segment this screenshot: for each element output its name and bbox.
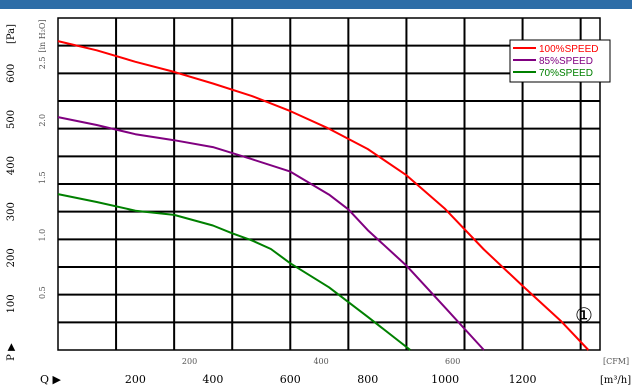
x-tick-label-cfm: 200 xyxy=(182,357,197,366)
y-unit-pa: [Pa] xyxy=(6,24,17,44)
y-tick-label-inh2o: 1.5 xyxy=(38,171,47,184)
x-tick-label-cfm: 400 xyxy=(313,357,328,366)
header-bar xyxy=(0,0,632,9)
y-tick-label-pa: 100 xyxy=(6,294,17,313)
legend-label: 100%SPEED xyxy=(539,44,598,55)
x-tick-label-m3h: 600 xyxy=(280,373,301,386)
y-tick-label-inh2o: 2.5 xyxy=(38,56,47,69)
y-tick-label-pa: 300 xyxy=(6,202,17,221)
x-tick-label-m3h: 400 xyxy=(202,373,223,386)
y-axis-label: P ▶ xyxy=(6,343,17,361)
plot-border xyxy=(57,17,601,351)
y-tick-label-inh2o: 0.5 xyxy=(38,286,47,299)
x-tick-label-m3h: 1200 xyxy=(509,373,537,386)
annotation-marker: ① xyxy=(575,303,593,327)
y-tick-label-pa: 500 xyxy=(6,110,17,129)
series-lines xyxy=(57,40,590,351)
x-tick-label-m3h: 800 xyxy=(357,373,378,386)
y-tick-label-pa: 600 xyxy=(6,64,17,83)
y-tick-label-pa: 400 xyxy=(6,156,17,175)
x-axis-label: Q ▶ xyxy=(40,373,62,386)
series-line-70pctspeed xyxy=(57,193,411,351)
x-tick-label-m3h: 200 xyxy=(125,373,146,386)
y-unit-inh2o: [in H₂O] xyxy=(38,19,47,52)
plot-frame xyxy=(57,17,601,351)
series-line-85pctspeed xyxy=(57,116,485,351)
y-tick-label-inh2o: 1.0 xyxy=(38,229,47,242)
x-unit-m3h: [m³/h] xyxy=(600,375,631,386)
legend-label: 85%SPEED xyxy=(539,56,593,67)
x-tick-label-m3h: 1000 xyxy=(431,373,459,386)
x-tick-label-cfm: 600 xyxy=(445,357,460,366)
y-tick-label-inh2o: 2.0 xyxy=(38,114,47,127)
legend-label: 70%SPEED xyxy=(539,68,593,79)
series-line-100pctspeed xyxy=(57,40,590,351)
axis-labels: 200 400 600 800 1000 1200 Q ▶ [m³/h] 200 400 600 [C… xyxy=(6,19,631,386)
y-tick-label-pa: 200 xyxy=(6,248,17,267)
x-unit-cfm: [CFM] xyxy=(603,357,629,366)
